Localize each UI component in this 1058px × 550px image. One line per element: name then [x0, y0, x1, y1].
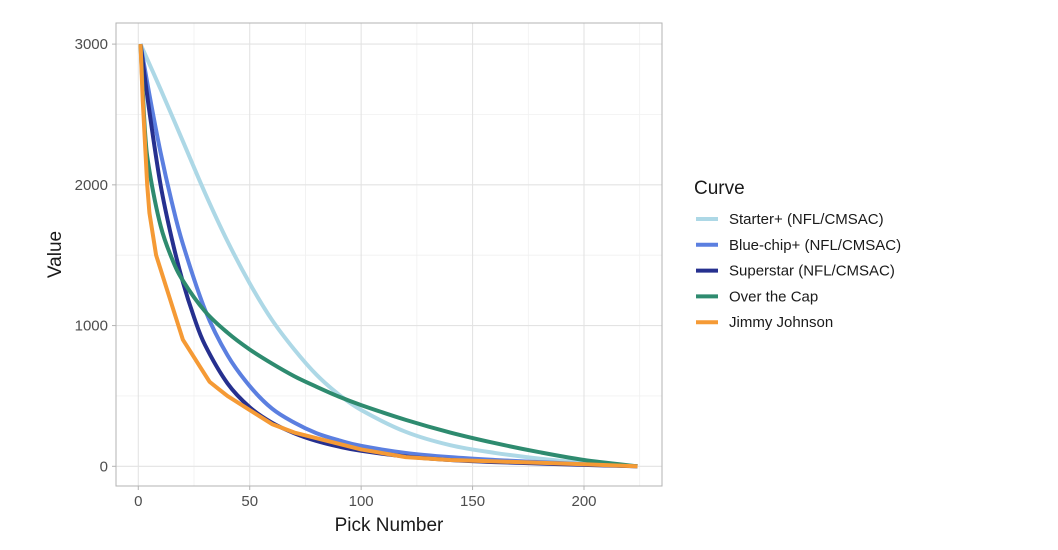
legend-label: Jimmy Johnson — [729, 314, 833, 331]
x-axis-ticks: 0 50 100 150 200 — [134, 486, 597, 510]
x-axis-title: Pick Number — [335, 515, 444, 536]
legend-items: Starter+ (NFL/CMSAC) Blue-chip+ (NFL/CMSA… — [696, 211, 901, 331]
legend-label: Over the Cap — [729, 288, 818, 305]
x-tick-label: 50 — [241, 493, 258, 510]
plot-background — [116, 23, 662, 486]
x-tick-label: 0 — [134, 493, 142, 510]
plot-panel — [115, 22, 663, 487]
x-tick-label: 100 — [349, 493, 374, 510]
legend-item-superstar-nfl-cmsac: Superstar (NFL/CMSAC) — [696, 263, 895, 280]
y-tick-label: 2000 — [75, 177, 108, 194]
legend-label: Starter+ (NFL/CMSAC) — [729, 211, 884, 228]
legend-item-over-the-cap: Over the Cap — [696, 288, 818, 305]
y-tick-label: 3000 — [75, 36, 108, 53]
legend: Curve Starter+ (NFL/CMSAC) Blue-chip+ (NF… — [694, 178, 901, 331]
x-tick-label: 150 — [460, 493, 485, 510]
legend-title: Curve — [694, 178, 745, 199]
legend-label: Blue-chip+ (NFL/CMSAC) — [729, 237, 901, 254]
y-tick-label: 0 — [100, 458, 108, 475]
y-axis-title: Value — [45, 231, 66, 278]
plot-border — [115, 22, 663, 487]
legend-label: Superstar (NFL/CMSAC) — [729, 263, 895, 280]
series-lines — [138, 43, 638, 469]
x-tick-label: 200 — [571, 493, 596, 510]
y-tick-label: 1000 — [75, 318, 108, 335]
y-axis-ticks: 0 1000 2000 3000 — [75, 36, 116, 475]
legend-item-jimmy-johnson: Jimmy Johnson — [696, 314, 833, 331]
legend-item-blue-chip-nfl-cmsac: Blue-chip+ (NFL/CMSAC) — [696, 237, 901, 254]
series-line-jimmy-johnson — [138, 44, 638, 469]
series-line-starter-nfl-cmsac — [138, 43, 638, 469]
legend-item-starter-nfl-cmsac: Starter+ (NFL/CMSAC) — [696, 211, 884, 228]
series-line-over-the-cap — [138, 44, 638, 469]
